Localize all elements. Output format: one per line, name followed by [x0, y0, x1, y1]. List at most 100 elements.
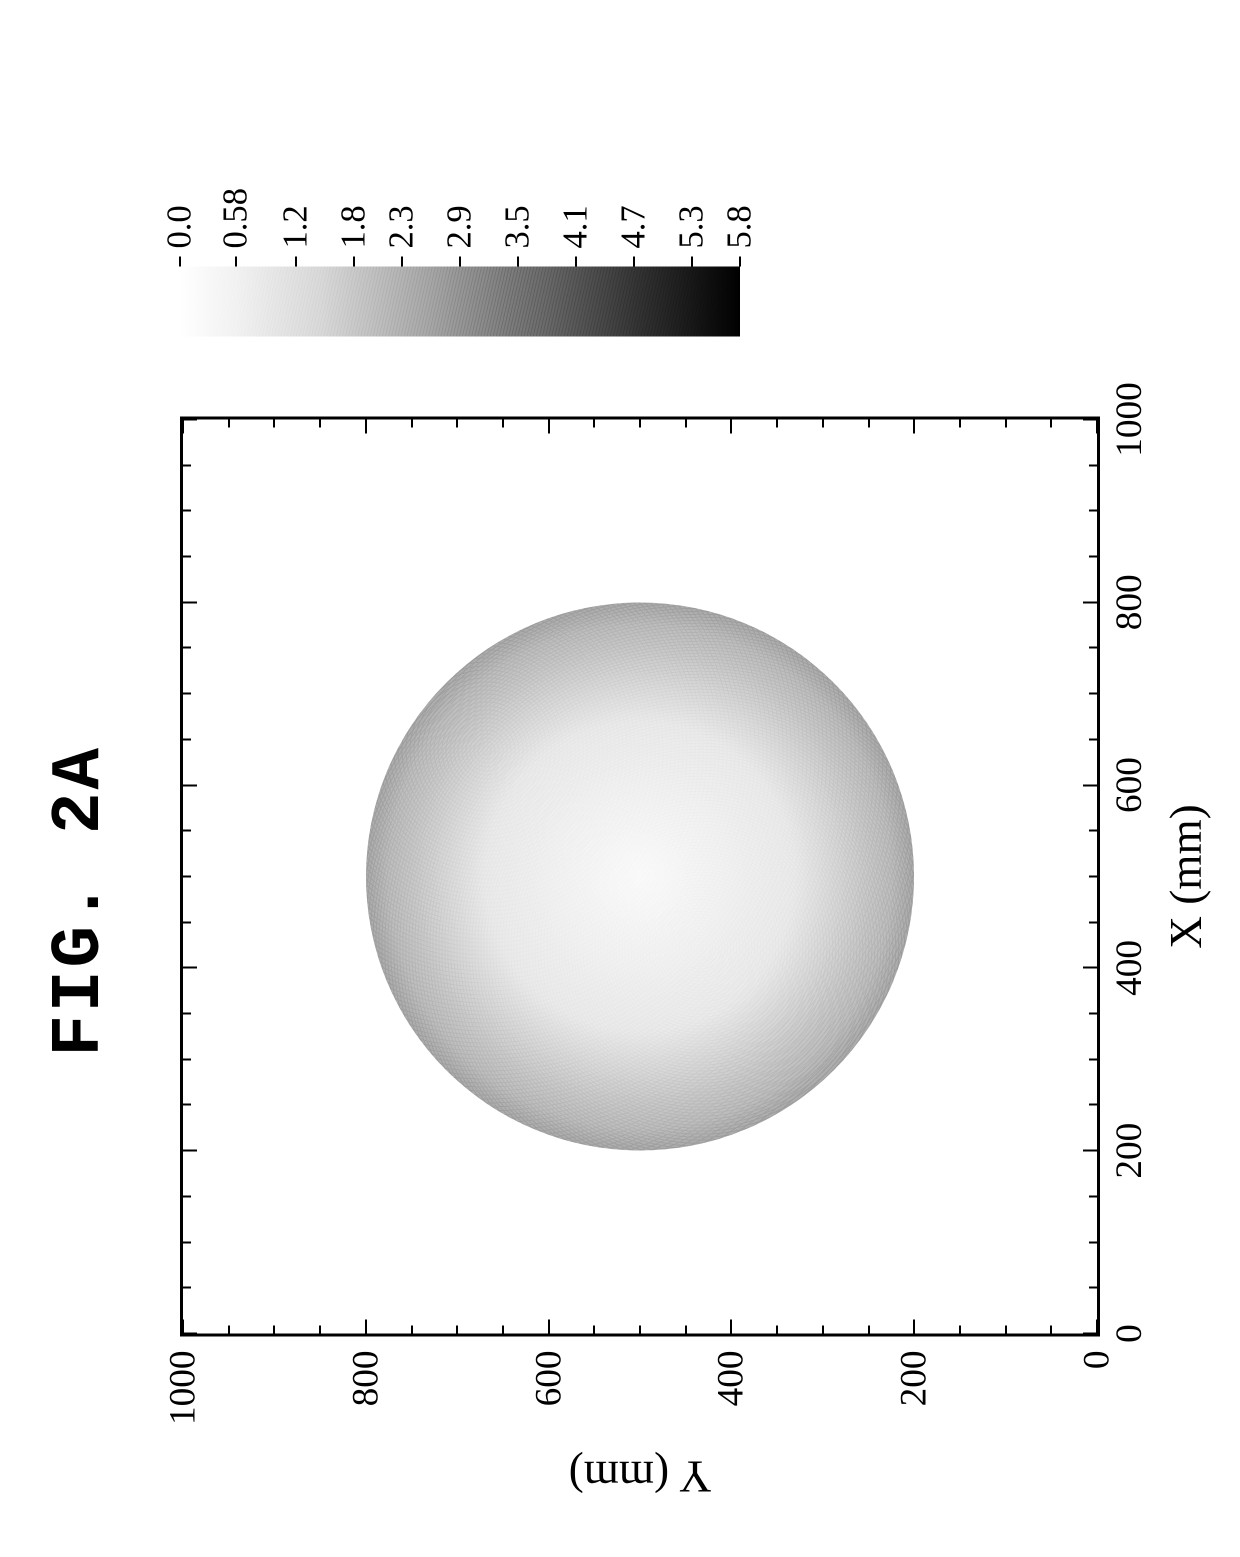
axis-tick [959, 420, 961, 428]
axis-tick [319, 420, 321, 428]
axis-tick [1089, 647, 1097, 649]
colorbar-tick-label: 0.0 [161, 205, 200, 248]
axis-tick [502, 1326, 504, 1334]
rotated-canvas: FIG. 2A X (mm) Y (mm) 0.00.581.21.82.32.… [0, 0, 1240, 1557]
colorbar-tick-label: 4.7 [614, 205, 653, 248]
axis-tick [273, 1326, 275, 1334]
axis-tick [639, 420, 641, 428]
axis-tick [1089, 1287, 1097, 1289]
colorbar-tick-label: 2.3 [383, 205, 422, 248]
axis-tick [319, 1326, 321, 1334]
axis-tick [1083, 601, 1097, 603]
axis-tick [1089, 693, 1097, 695]
axis-tick [456, 420, 458, 428]
axis-tick [1083, 419, 1097, 421]
axis-tick [1083, 1150, 1097, 1152]
axis-tick [1089, 556, 1097, 558]
axis-tick-label: 200 [1108, 1123, 1151, 1179]
x-axis-label: X (mm) [1160, 804, 1212, 948]
axis-tick-label: 1000 [1108, 382, 1151, 456]
axis-tick [776, 420, 778, 428]
colorbar-tick-label: 5.8 [721, 205, 760, 248]
axis-tick [913, 420, 915, 434]
axis-tick [548, 420, 550, 434]
axis-tick [1050, 420, 1052, 428]
axis-tick [183, 876, 191, 878]
axis-tick [228, 1326, 230, 1334]
axis-tick [1089, 510, 1097, 512]
axis-tick [639, 1326, 641, 1334]
axis-tick [183, 1013, 191, 1015]
data-disc [366, 602, 914, 1150]
axis-tick [182, 420, 184, 434]
colorbar-tick [739, 257, 741, 267]
axis-tick [593, 1326, 595, 1334]
axis-tick-label: 400 [710, 1351, 753, 1407]
axis-tick [183, 921, 191, 923]
axis-tick [822, 420, 824, 428]
axis-tick [182, 1320, 184, 1334]
axis-tick [1083, 967, 1097, 969]
colorbar-tick [517, 257, 519, 267]
colorbar-tick-label: 5.3 [672, 205, 711, 248]
colorbar-tick-label: 2.9 [441, 205, 480, 248]
axis-tick [1089, 1013, 1097, 1015]
axis-tick [730, 1320, 732, 1334]
axis-tick [456, 1326, 458, 1334]
axis-tick [1089, 738, 1097, 740]
axis-tick [1089, 1241, 1097, 1243]
axis-tick [548, 1320, 550, 1334]
axis-tick [183, 1058, 191, 1060]
axis-tick [1096, 420, 1098, 434]
axis-tick [411, 1326, 413, 1334]
axis-tick [1005, 420, 1007, 428]
axis-tick [183, 693, 191, 695]
y-axis-label: Y (mm) [569, 1451, 712, 1503]
axis-tick [1050, 1326, 1052, 1334]
axis-tick [183, 464, 191, 466]
axis-tick [502, 420, 504, 428]
axis-tick-label: 800 [1108, 574, 1151, 630]
axis-tick [868, 420, 870, 428]
axis-tick [411, 420, 413, 428]
axis-tick [685, 420, 687, 428]
axis-tick [183, 556, 191, 558]
axis-tick [365, 420, 367, 434]
axis-tick [183, 601, 197, 603]
axis-tick [183, 510, 191, 512]
axis-tick [365, 1320, 367, 1334]
axis-tick [183, 1195, 191, 1197]
axis-tick [183, 1150, 197, 1152]
axis-tick [228, 420, 230, 428]
colorbar-tick [353, 257, 355, 267]
axis-tick [1083, 1333, 1097, 1335]
colorbar-tick [295, 257, 297, 267]
page: FIG. 2A X (mm) Y (mm) 0.00.581.21.82.32.… [0, 0, 1240, 1557]
axis-tick [183, 647, 191, 649]
axis-tick-label: 0 [1108, 1324, 1151, 1343]
colorbar-tick [235, 257, 237, 267]
colorbar-tick [691, 257, 693, 267]
axis-tick [776, 1326, 778, 1334]
axis-tick [273, 420, 275, 428]
axis-tick [183, 419, 197, 421]
colorbar-tick-label: 1.2 [276, 205, 315, 248]
axis-tick [183, 1241, 191, 1243]
colorbar-tick-label: 1.8 [334, 205, 373, 248]
axis-tick [1089, 921, 1097, 923]
axis-tick [730, 420, 732, 434]
axis-tick [183, 784, 197, 786]
axis-tick [1083, 784, 1097, 786]
colorbar-gradient [180, 267, 740, 337]
colorbar-tick-label: 0.58 [217, 188, 256, 249]
axis-tick [959, 1326, 961, 1334]
axis-tick [1089, 464, 1097, 466]
colorbar-tick [633, 257, 635, 267]
axis-tick [1089, 1104, 1097, 1106]
colorbar-tick-label: 3.5 [498, 205, 537, 248]
axis-tick [685, 1326, 687, 1334]
axis-tick [183, 738, 191, 740]
axis-tick [183, 1104, 191, 1106]
axis-tick [1089, 830, 1097, 832]
axis-tick [183, 830, 191, 832]
